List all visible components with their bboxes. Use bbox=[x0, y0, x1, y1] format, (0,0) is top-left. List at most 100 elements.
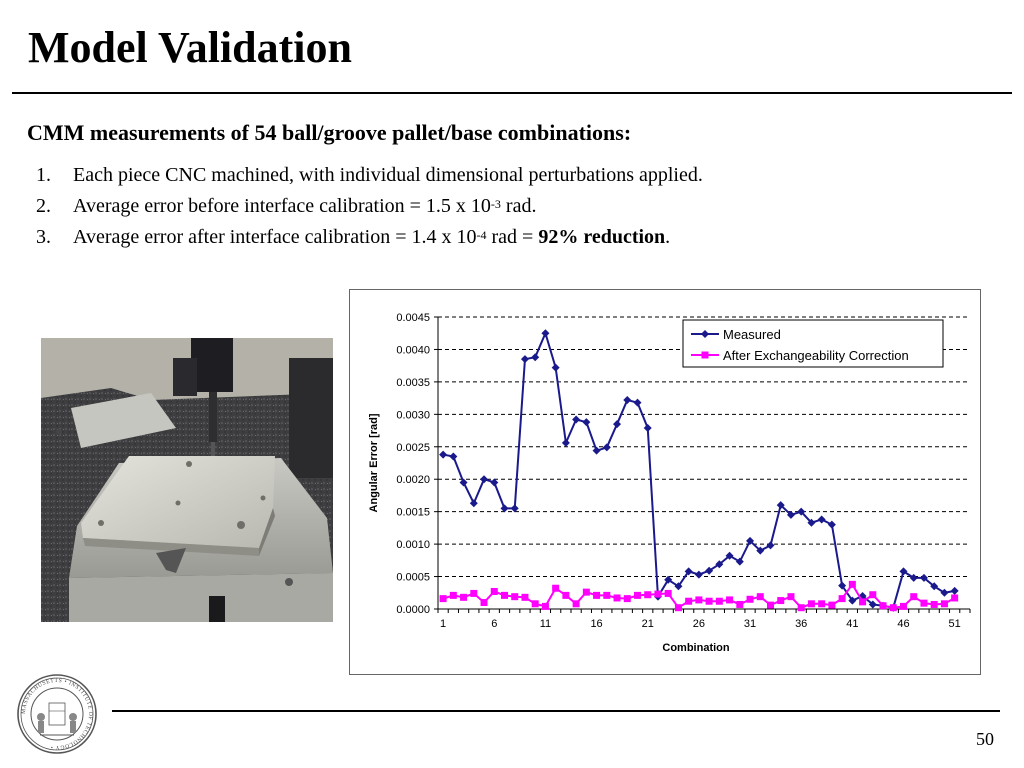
y-axis-title: Angular Error [rad] bbox=[368, 413, 380, 512]
data-point bbox=[634, 591, 641, 599]
list-item: 1. Each piece CNC machined, with individ… bbox=[27, 160, 703, 191]
data-point bbox=[715, 560, 724, 569]
data-point bbox=[562, 591, 570, 599]
data-point bbox=[480, 475, 489, 484]
data-point bbox=[786, 510, 795, 519]
data-point bbox=[756, 593, 764, 601]
list-item-number: 2. bbox=[36, 195, 51, 217]
data-point bbox=[787, 593, 795, 601]
legend-label: After Exchangeability Correction bbox=[723, 348, 909, 363]
list-item-text: Average error after interface calibratio… bbox=[73, 226, 671, 248]
data-point bbox=[766, 541, 775, 550]
chart-canvas: 0.0000 0.0005 0.0010 0.0015 0.0020 0.0025 0.00… bbox=[368, 312, 971, 654]
data-point bbox=[460, 593, 468, 601]
angular-error-chart: 0.0000 0.0005 0.0010 0.0015 0.0020 0.0025 0.00… bbox=[349, 289, 981, 675]
data-point bbox=[500, 504, 509, 513]
data-point bbox=[746, 536, 755, 545]
slide-title: Model Validation bbox=[28, 23, 352, 72]
data-point bbox=[920, 599, 928, 607]
data-point bbox=[695, 596, 703, 604]
legend-swatch-marker bbox=[701, 330, 709, 338]
data-point bbox=[459, 478, 468, 487]
data-point bbox=[910, 593, 918, 601]
data-point bbox=[592, 446, 601, 455]
data-point bbox=[469, 499, 478, 508]
data-point bbox=[551, 363, 560, 372]
data-point bbox=[940, 588, 949, 597]
data-point bbox=[521, 593, 529, 601]
data-point bbox=[439, 595, 447, 603]
x-tick-label: 31 bbox=[744, 618, 756, 630]
data-point bbox=[940, 600, 948, 608]
list-item: 3. Average error after interface calibra… bbox=[27, 222, 703, 253]
title-divider bbox=[12, 92, 1012, 94]
data-point bbox=[859, 598, 867, 606]
data-point bbox=[643, 423, 652, 432]
data-point bbox=[593, 591, 601, 599]
data-point bbox=[899, 567, 908, 576]
y-tick-label: 0.0005 bbox=[396, 572, 430, 584]
data-point bbox=[490, 587, 498, 595]
data-point bbox=[541, 329, 550, 338]
footer-divider bbox=[112, 710, 1000, 712]
data-point bbox=[807, 518, 816, 527]
data-point bbox=[726, 596, 734, 604]
x-tick-label: 11 bbox=[540, 618, 551, 630]
y-tick-label: 0.0030 bbox=[396, 409, 430, 421]
data-point bbox=[767, 601, 774, 609]
data-point bbox=[582, 418, 591, 427]
list-item-text: Average error before interface calibrati… bbox=[73, 195, 537, 217]
reduction-highlight: 92% reduction bbox=[538, 226, 666, 248]
x-tick-label: 26 bbox=[693, 618, 705, 630]
data-point bbox=[449, 452, 458, 461]
data-point bbox=[746, 595, 754, 603]
data-point bbox=[848, 580, 856, 588]
findings-list: 1. Each piece CNC machined, with individ… bbox=[27, 160, 703, 253]
list-item-number: 3. bbox=[36, 226, 51, 248]
data-point bbox=[470, 589, 478, 597]
data-point bbox=[838, 595, 846, 603]
data-point bbox=[613, 420, 622, 429]
data-point bbox=[818, 600, 826, 608]
y-tick-label: 0.0010 bbox=[396, 539, 430, 551]
data-point bbox=[520, 355, 529, 364]
x-tick-label: 16 bbox=[590, 618, 602, 630]
data-point bbox=[480, 599, 488, 607]
data-point bbox=[827, 520, 836, 529]
x-tick-label: 41 bbox=[846, 618, 858, 630]
data-point bbox=[572, 600, 580, 608]
legend-box bbox=[682, 319, 944, 368]
y-tick-label: 0.0015 bbox=[396, 507, 430, 519]
data-point bbox=[552, 584, 560, 592]
data-point bbox=[531, 600, 539, 608]
data-point bbox=[848, 596, 857, 605]
data-point bbox=[817, 515, 826, 524]
slide-subheading: CMM measurements of 54 ball/groove palle… bbox=[27, 120, 632, 145]
data-point bbox=[725, 551, 734, 560]
page-number: 50 bbox=[976, 729, 994, 749]
data-point bbox=[951, 594, 959, 602]
data-point bbox=[828, 601, 836, 609]
x-axis-title: Combination bbox=[662, 642, 729, 654]
list-item: 2. Average error before interface calibr… bbox=[27, 191, 703, 222]
x-tick-label: 51 bbox=[949, 618, 961, 630]
data-point bbox=[694, 570, 703, 579]
x-tick-label: 46 bbox=[897, 618, 909, 630]
data-point bbox=[603, 591, 611, 599]
data-point bbox=[561, 438, 570, 447]
mit-seal-logo: MASSACHUSETTS • INSTITUTE OF TECHNOLOGY … bbox=[16, 673, 98, 755]
data-point bbox=[930, 582, 939, 591]
x-tick-label: 21 bbox=[642, 618, 654, 630]
data-point bbox=[654, 590, 662, 598]
data-point bbox=[664, 575, 673, 584]
data-point bbox=[756, 546, 765, 555]
data-point bbox=[510, 504, 519, 513]
data-point bbox=[674, 604, 682, 612]
data-point bbox=[879, 602, 887, 610]
data-point bbox=[511, 593, 519, 601]
data-point bbox=[685, 597, 693, 605]
cmm-photo bbox=[41, 338, 333, 622]
data-point bbox=[797, 507, 806, 516]
data-point bbox=[736, 600, 744, 608]
data-point bbox=[777, 597, 785, 605]
